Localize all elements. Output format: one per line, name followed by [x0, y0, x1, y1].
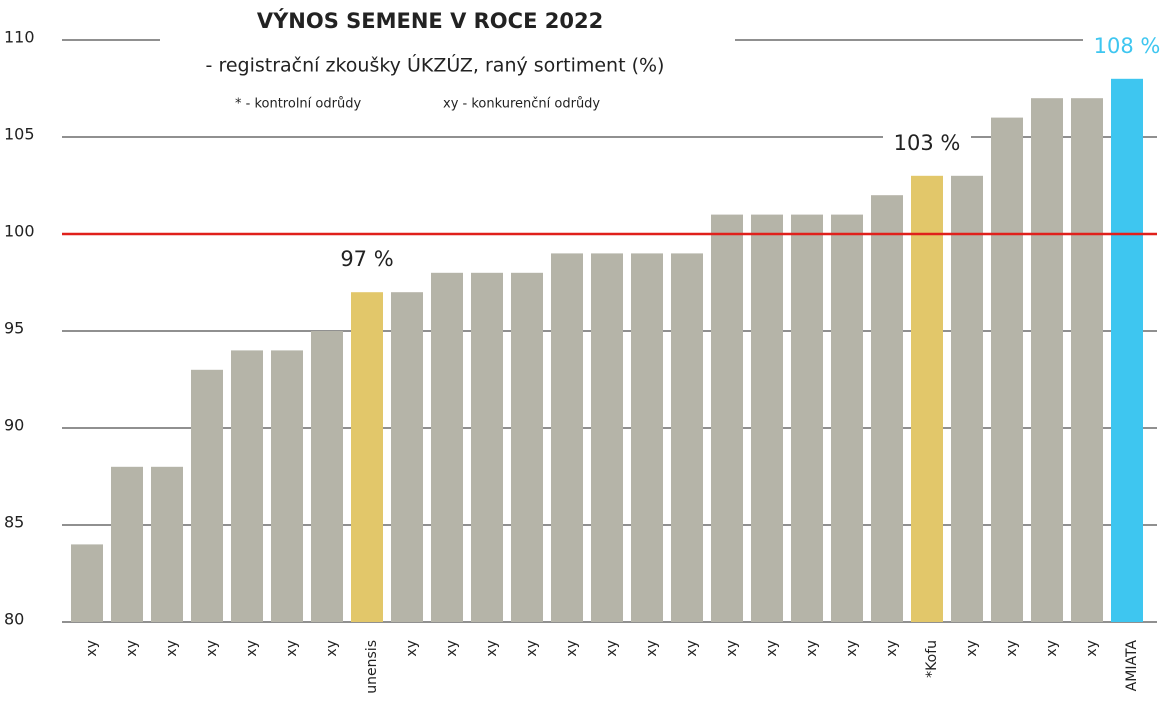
- bar: [1031, 98, 1063, 622]
- x-tick-label: xy: [764, 640, 780, 657]
- x-tick-label: xy: [804, 640, 820, 657]
- bar: [1111, 79, 1143, 622]
- value-label: 108 %: [1094, 34, 1161, 58]
- x-tick-label: xy: [1084, 640, 1100, 657]
- x-tick-label: xy: [844, 640, 860, 657]
- x-tick-label: xy: [324, 640, 340, 657]
- x-tick-label: xy: [964, 640, 980, 657]
- bar: [511, 273, 543, 622]
- x-tick-label: xy: [564, 640, 580, 657]
- x-tick-label: xy: [244, 640, 260, 657]
- bar: [431, 273, 463, 622]
- y-tick-label: 90: [4, 416, 24, 435]
- x-tick-label: AMIATA: [1124, 640, 1140, 692]
- bar: [391, 292, 423, 622]
- x-tick-label: xy: [124, 640, 140, 657]
- bar: [751, 215, 783, 622]
- bar: [711, 215, 743, 622]
- bar: [911, 176, 943, 622]
- chart: VÝNOS SEMENE V ROCE 2022 - registrační z…: [0, 0, 1165, 715]
- x-tick-label: xy: [644, 640, 660, 657]
- x-tick-label: xy: [524, 640, 540, 657]
- note: * - kontrolní odrůdy: [235, 97, 361, 112]
- bar: [351, 292, 383, 622]
- x-tick-label: xy: [84, 640, 100, 657]
- bar: [151, 467, 183, 622]
- bar: [311, 331, 343, 622]
- y-tick-label: 80: [4, 610, 24, 629]
- x-tick-label: xy: [284, 640, 300, 657]
- x-tick-label: xy: [724, 640, 740, 657]
- bar: [71, 544, 103, 622]
- y-tick-label: 105: [4, 125, 35, 144]
- x-tick-label: unensis: [364, 640, 380, 694]
- x-tick-label: xy: [684, 640, 700, 657]
- x-tick-label: *Kofu: [924, 640, 940, 678]
- bar: [1071, 98, 1103, 622]
- bar: [631, 253, 663, 622]
- x-tick-label: xy: [204, 640, 220, 657]
- bar: [231, 350, 263, 622]
- bar: [551, 253, 583, 622]
- x-tick-label: xy: [1004, 640, 1020, 657]
- bar: [791, 215, 823, 622]
- x-tick-label: xy: [404, 640, 420, 657]
- bar: [111, 467, 143, 622]
- x-tick-label: xy: [484, 640, 500, 657]
- x-tick-label: xy: [444, 640, 460, 657]
- bar: [191, 370, 223, 622]
- y-tick-label: 100: [4, 222, 35, 241]
- bar: [271, 350, 303, 622]
- bar: [871, 195, 903, 622]
- x-tick-label: xy: [604, 640, 620, 657]
- x-tick-label: xy: [884, 640, 900, 657]
- bar: [471, 273, 503, 622]
- note: xy - konkurenční odrůdy: [443, 97, 600, 112]
- chart-subtitle: - registrační zkoušky ÚKZÚZ, raný sortim…: [206, 53, 665, 77]
- chart-title: VÝNOS SEMENE V ROCE 2022: [257, 8, 603, 33]
- bar: [991, 118, 1023, 622]
- value-label: 97 %: [340, 247, 393, 271]
- bar: [951, 176, 983, 622]
- x-tick-label: xy: [164, 640, 180, 657]
- y-tick-label: 110: [4, 28, 35, 47]
- bar: [591, 253, 623, 622]
- y-tick-label: 85: [4, 513, 24, 532]
- value-label: 103 %: [894, 131, 961, 155]
- y-tick-label: 95: [4, 319, 24, 338]
- bar: [831, 215, 863, 622]
- bar: [671, 253, 703, 622]
- x-tick-label: xy: [1044, 640, 1060, 657]
